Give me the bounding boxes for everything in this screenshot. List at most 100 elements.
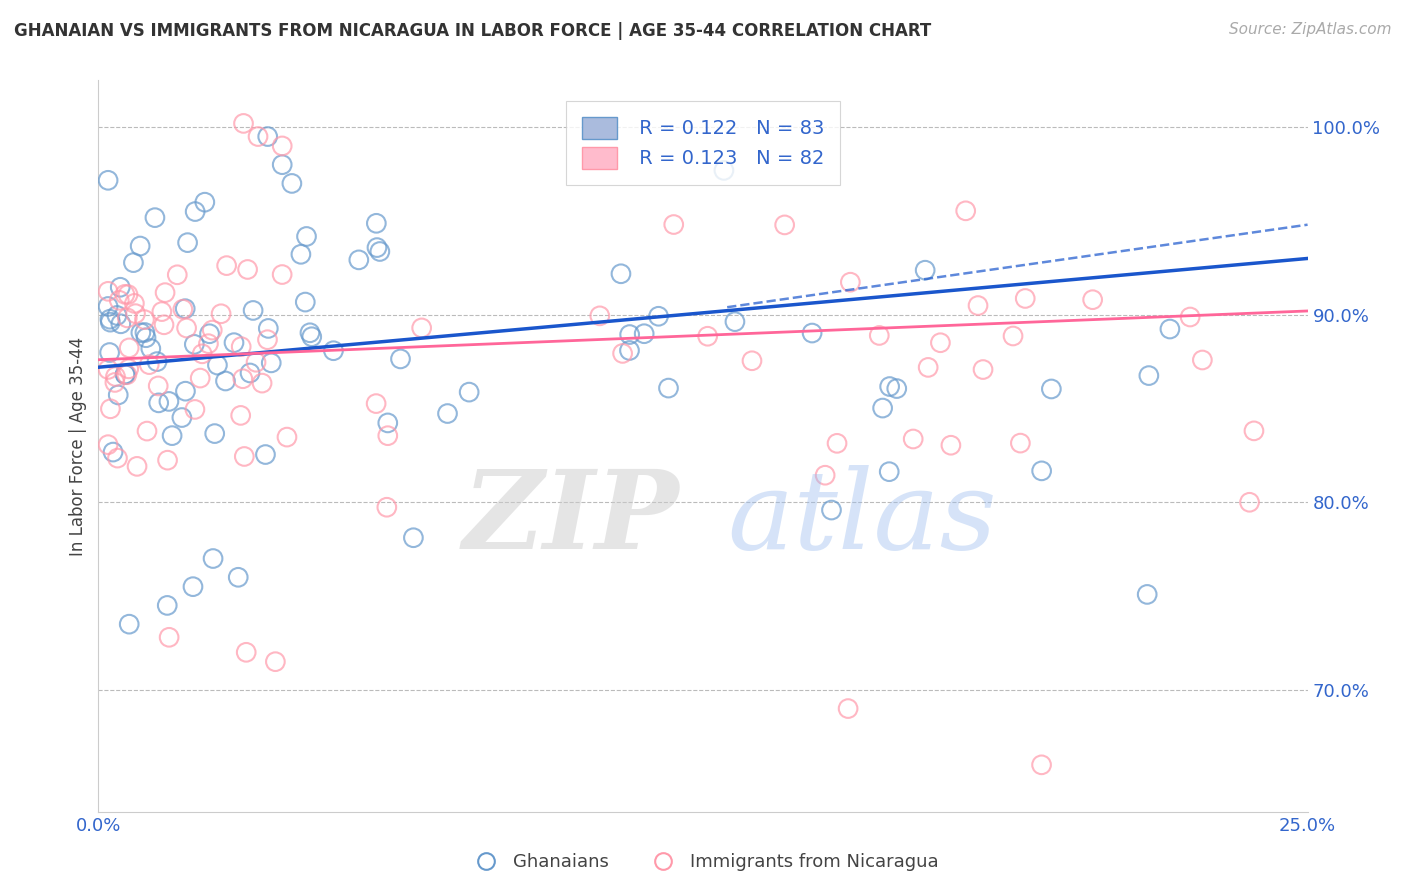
- Point: [153, 318, 176, 332]
- Point: [1136, 587, 1159, 601]
- Point: [156, 453, 179, 467]
- Point: [108, 293, 131, 308]
- Point: [366, 241, 388, 255]
- Text: ZIP: ZIP: [463, 466, 679, 573]
- Point: [256, 129, 278, 144]
- Point: [129, 239, 152, 253]
- Point: [868, 328, 890, 343]
- Point: [207, 358, 229, 372]
- Point: [298, 326, 321, 340]
- Point: [188, 371, 211, 385]
- Point: [301, 329, 323, 343]
- Point: [250, 376, 273, 391]
- Point: [184, 402, 207, 417]
- Point: [294, 295, 316, 310]
- Point: [247, 129, 270, 144]
- Legend:  R = 0.122   N = 83,  R = 0.123   N = 82: R = 0.122 N = 83, R = 0.123 N = 82: [567, 101, 839, 185]
- Point: [662, 218, 685, 232]
- Point: [157, 630, 180, 644]
- Point: [366, 216, 388, 230]
- Point: [1191, 353, 1213, 368]
- Point: [377, 416, 399, 430]
- Point: [170, 410, 193, 425]
- Point: [254, 448, 277, 462]
- Point: [814, 468, 837, 483]
- Point: [256, 333, 278, 347]
- Point: [226, 570, 249, 584]
- Point: [914, 263, 936, 277]
- Point: [97, 300, 120, 314]
- Point: [271, 139, 294, 153]
- Point: [1243, 424, 1265, 438]
- Point: [612, 346, 634, 360]
- Point: [1137, 368, 1160, 383]
- Point: [1014, 292, 1036, 306]
- Point: [657, 381, 679, 395]
- Point: [264, 655, 287, 669]
- Point: [1178, 310, 1201, 324]
- Point: [879, 379, 901, 393]
- Point: [1002, 329, 1025, 343]
- Point: [886, 382, 908, 396]
- Point: [837, 701, 859, 715]
- Point: [347, 252, 370, 267]
- Point: [825, 436, 848, 450]
- Point: [276, 430, 298, 444]
- Point: [589, 309, 612, 323]
- Point: [125, 459, 148, 474]
- Point: [156, 599, 179, 613]
- Point: [148, 396, 170, 410]
- Point: [100, 401, 122, 416]
- Point: [741, 353, 763, 368]
- Point: [368, 244, 391, 259]
- Text: Source: ZipAtlas.com: Source: ZipAtlas.com: [1229, 22, 1392, 37]
- Point: [157, 394, 180, 409]
- Point: [124, 296, 146, 310]
- Point: [215, 259, 238, 273]
- Point: [117, 310, 139, 325]
- Point: [290, 247, 312, 261]
- Point: [901, 432, 924, 446]
- Point: [105, 309, 128, 323]
- Point: [295, 229, 318, 244]
- Point: [183, 337, 205, 351]
- Point: [366, 396, 388, 410]
- Point: [176, 321, 198, 335]
- Point: [724, 315, 747, 329]
- Point: [129, 326, 152, 340]
- Point: [619, 327, 641, 342]
- Point: [198, 326, 221, 341]
- Point: [257, 321, 280, 335]
- Point: [1031, 464, 1053, 478]
- Point: [233, 450, 256, 464]
- Point: [98, 345, 121, 359]
- Point: [174, 384, 197, 399]
- Point: [98, 315, 121, 329]
- Point: [134, 326, 156, 340]
- Text: GHANAIAN VS IMMIGRANTS FROM NICARAGUA IN LABOR FORCE | AGE 35-44 CORRELATION CHA: GHANAIAN VS IMMIGRANTS FROM NICARAGUA IN…: [14, 22, 931, 40]
- Point: [104, 369, 127, 384]
- Point: [402, 531, 425, 545]
- Point: [967, 299, 990, 313]
- Point: [143, 211, 166, 225]
- Point: [236, 262, 259, 277]
- Point: [138, 358, 160, 372]
- Point: [148, 379, 170, 393]
- Point: [1081, 293, 1104, 307]
- Point: [633, 326, 655, 341]
- Point: [122, 255, 145, 269]
- Point: [322, 343, 344, 358]
- Point: [877, 465, 900, 479]
- Point: [696, 329, 718, 343]
- Point: [1010, 436, 1032, 450]
- Point: [204, 426, 226, 441]
- Point: [232, 372, 254, 386]
- Point: [97, 173, 120, 187]
- Point: [97, 438, 120, 452]
- Point: [110, 317, 132, 331]
- Point: [174, 301, 197, 316]
- Point: [118, 341, 141, 355]
- Point: [377, 428, 399, 442]
- Point: [150, 304, 173, 318]
- Point: [139, 342, 162, 356]
